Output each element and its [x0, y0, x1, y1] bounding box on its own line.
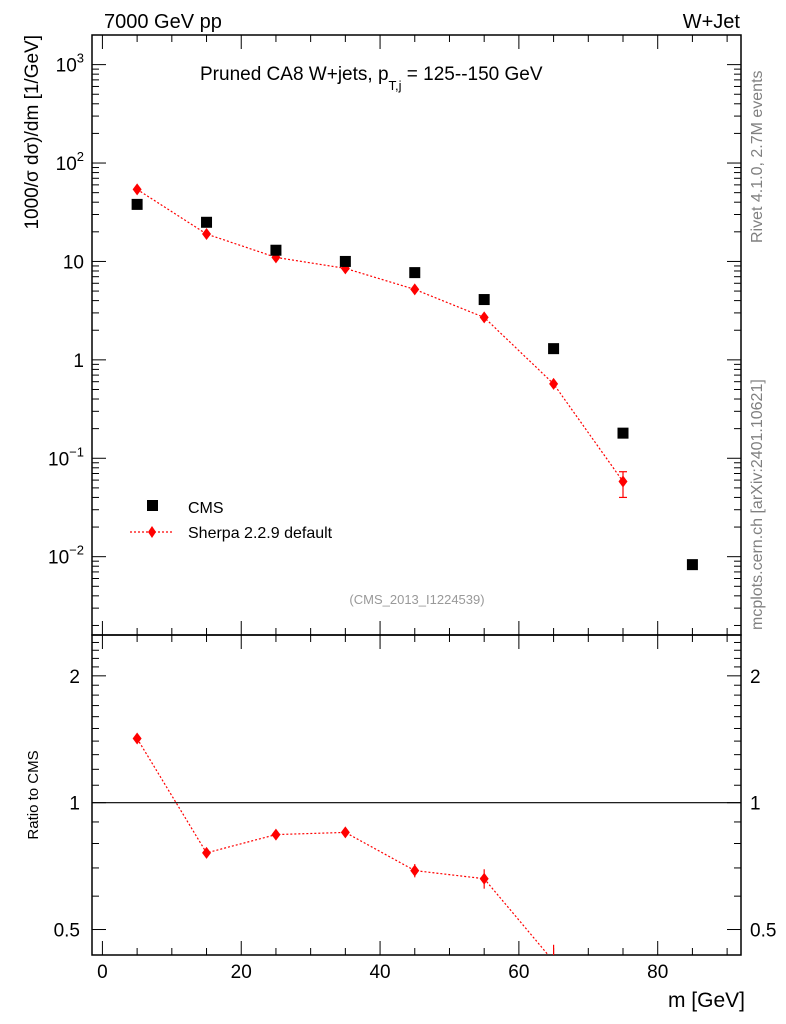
y-tick-label: 103: [56, 51, 84, 77]
y-tick-label: 10−1: [48, 444, 84, 470]
x-tick-label: 40: [369, 962, 390, 983]
data-point: [131, 198, 143, 210]
ratio-error-bars: [136, 735, 555, 955]
ratio-points: [132, 732, 558, 967]
y-tick-label: 1: [73, 351, 84, 372]
mc-point: [202, 228, 212, 241]
ratio-series-line: [136, 738, 549, 955]
ratio-point: [271, 828, 281, 841]
reference-label: (CMS_2013_I1224539): [349, 592, 484, 607]
data-point: [548, 343, 560, 355]
ratio-frame: [91, 634, 742, 956]
ratio-point: [132, 732, 142, 745]
ratio-y-tick-label-left: 0.5: [54, 921, 80, 942]
data-point: [409, 267, 421, 279]
ratio-point: [479, 872, 489, 885]
ratio-axis-ticks: [92, 635, 741, 955]
data-points: [131, 198, 698, 571]
data-point: [478, 294, 490, 306]
data-point: [617, 427, 629, 439]
data-point: [686, 559, 698, 571]
mc-point: [618, 475, 628, 488]
x-tick-label: 0: [97, 962, 108, 983]
ratio-point: [410, 864, 420, 877]
main-title-subscript: T,j: [389, 78, 402, 93]
legend: CMS Sherpa 2.2.9 default: [130, 500, 333, 542]
y-tick-label-base: 10: [48, 548, 69, 569]
ratio-y-tick-label-left: 1: [69, 794, 80, 815]
mc-point: [479, 311, 489, 324]
y-tick-label-base: 10: [48, 449, 69, 470]
ratio-y-tick-label-right: 0.5: [750, 921, 776, 942]
ratio-y-tick-label-left: 2: [69, 667, 80, 688]
y-tick-label-base: 10: [56, 56, 77, 77]
y-tick-label: 102: [56, 149, 84, 175]
x-tick-label: 80: [647, 962, 668, 983]
rivet-label: Rivet 4.1.0, 2.7M events: [749, 70, 766, 243]
x-axis-label: m [GeV]: [668, 989, 745, 1012]
ratio-y-tick-label-right: 1: [750, 794, 761, 815]
header-left-label: 7000 GeV pp: [104, 11, 222, 33]
main-y-axis-label: 1000/σ dσ)/dm [1/GeV]: [22, 35, 43, 230]
y-tick-label-exponent: 2: [77, 149, 84, 164]
x-tick-label: 20: [231, 962, 252, 983]
main-axis-ticks: [92, 34, 741, 635]
legend-data-marker: [147, 500, 158, 511]
ratio-point: [202, 846, 212, 859]
main-title-text: Pruned CA8 W+jets, p: [200, 64, 389, 85]
ratio-y-tick-labels: 2 2 1 1 0.5 0.5: [54, 667, 777, 942]
y-tick-label-exponent: −1: [69, 444, 84, 459]
legend-mc-marker: [148, 526, 156, 538]
data-point: [270, 244, 282, 256]
main-title-rest: = 125--150 GeV: [402, 64, 543, 85]
data-point: [201, 216, 213, 228]
main-frame: [91, 34, 742, 636]
mc-points: [132, 183, 628, 488]
y-tick-label: 10−2: [48, 543, 84, 569]
legend-data-label: CMS: [188, 500, 224, 517]
mc-series-line: [136, 188, 624, 482]
ratio-y-tick-label-right: 2: [750, 667, 761, 688]
ratio-point: [340, 826, 350, 839]
mcplots-label: mcplots.cern.ch [arXiv:2401.10621]: [749, 379, 766, 630]
mc-point: [410, 283, 420, 296]
y-tick-label-exponent: 3: [77, 51, 84, 66]
ratio-panel: 2 2 1 1 0.5 0.5 0 20 40 60 80 Ratio to CMS m [GeV…: [25, 634, 777, 1012]
ratio-point: [549, 955, 558, 967]
x-tick-labels: 0 20 40 60 80: [97, 962, 668, 983]
mc-point: [132, 183, 142, 196]
y-tick-label-base: 10: [56, 154, 77, 175]
y-tick-label-exponent: −2: [69, 543, 84, 558]
data-point: [339, 255, 351, 267]
y-tick-label: 10: [63, 252, 84, 273]
x-tick-label: 60: [508, 962, 529, 983]
legend-mc-label: Sherpa 2.2.9 default: [188, 525, 333, 542]
header-right-label: W+Jet: [683, 11, 741, 33]
main-title: Pruned CA8 W+jets, pT,j = 125--150 GeV: [200, 64, 543, 93]
ratio-y-axis-label: Ratio to CMS: [25, 750, 42, 839]
mc-point: [549, 377, 559, 390]
